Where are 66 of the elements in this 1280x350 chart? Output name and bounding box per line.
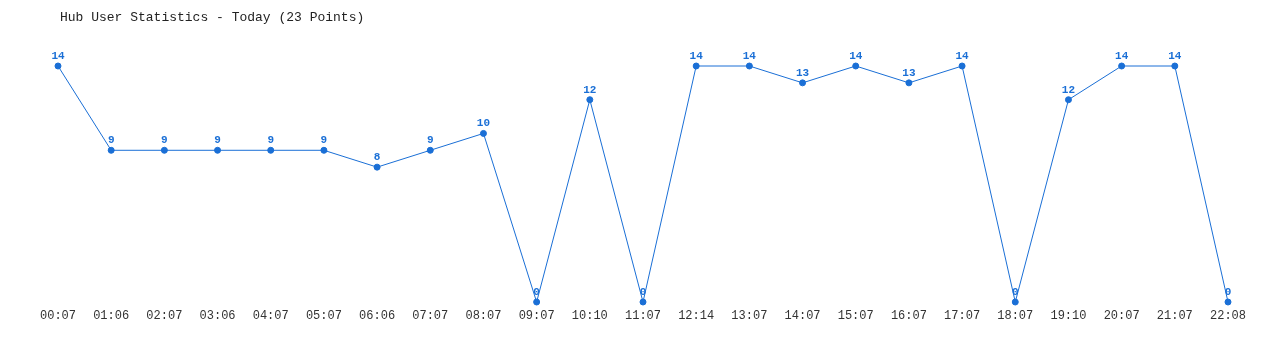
data-label: 9 bbox=[267, 134, 275, 147]
point bbox=[533, 298, 541, 306]
point bbox=[1224, 298, 1232, 306]
point bbox=[639, 298, 647, 306]
x-tick-label: 22:08 bbox=[1209, 308, 1247, 323]
point bbox=[745, 62, 753, 70]
chart-title: Hub User Statistics - Today (23 Points) bbox=[60, 10, 365, 25]
point bbox=[692, 62, 700, 70]
data-label: 12 bbox=[583, 83, 597, 96]
point bbox=[1011, 298, 1019, 306]
point bbox=[426, 146, 434, 154]
x-tick-label: 10:10 bbox=[571, 308, 608, 323]
x-tick-label: 14:07 bbox=[784, 308, 821, 323]
point bbox=[1171, 62, 1179, 70]
x-tick-label: 06:06 bbox=[359, 308, 396, 323]
point bbox=[586, 96, 594, 104]
point bbox=[1064, 96, 1072, 104]
x-tick-label: 05:07 bbox=[305, 308, 342, 323]
point bbox=[267, 146, 275, 154]
data-label: 14 bbox=[689, 50, 704, 62]
point bbox=[958, 62, 966, 70]
point bbox=[107, 146, 115, 154]
point bbox=[320, 146, 328, 154]
point bbox=[54, 62, 62, 70]
data-label: 14 bbox=[955, 50, 970, 62]
point bbox=[905, 79, 913, 87]
data-label: 13 bbox=[795, 66, 810, 79]
x-tick-label: 18:07 bbox=[997, 308, 1034, 323]
point bbox=[373, 163, 381, 171]
data-label: 9 bbox=[107, 134, 115, 147]
data-label: 9 bbox=[426, 134, 434, 147]
data-label: 9 bbox=[214, 134, 221, 147]
point bbox=[852, 62, 860, 70]
data-label: 14 bbox=[849, 50, 863, 62]
data-label: 13 bbox=[902, 66, 916, 79]
x-tick-label: 13:07 bbox=[731, 308, 768, 323]
data-label: 9 bbox=[320, 134, 328, 147]
data-label: 14 bbox=[51, 50, 65, 62]
x-tick-label: 17:07 bbox=[944, 308, 981, 323]
point bbox=[214, 146, 222, 154]
data-label: 8 bbox=[373, 151, 381, 164]
x-tick-label: 16:07 bbox=[890, 308, 927, 323]
x-tick-label: 21:07 bbox=[1156, 308, 1193, 323]
point bbox=[479, 129, 487, 137]
x-tick-label: 09:07 bbox=[518, 308, 555, 323]
x-tick-label: 08:07 bbox=[465, 308, 502, 323]
x-tick-label: 04:07 bbox=[252, 308, 289, 323]
point bbox=[799, 79, 807, 87]
data-label: 14 bbox=[1115, 50, 1129, 62]
x-tick-label: 02:07 bbox=[146, 308, 183, 323]
x-tick-label: 20:07 bbox=[1103, 308, 1140, 323]
data-label: 10 bbox=[476, 117, 491, 130]
data-label: 14 bbox=[1168, 50, 1182, 62]
data-label: 9 bbox=[161, 134, 168, 147]
x-tick-label: 00:07 bbox=[39, 308, 77, 323]
point bbox=[160, 146, 168, 154]
x-tick-label: 07:07 bbox=[412, 308, 449, 323]
data-label: 12 bbox=[1061, 83, 1076, 96]
x-tick-label: 03:06 bbox=[199, 308, 236, 323]
x-tick-label: 12:14 bbox=[678, 308, 715, 323]
x-tick-label: 15:07 bbox=[837, 308, 874, 323]
x-tick-label: 01:06 bbox=[93, 308, 130, 323]
x-tick-label: 11:07 bbox=[624, 308, 662, 323]
x-tick-label: 19:10 bbox=[1050, 308, 1087, 323]
data-label: 14 bbox=[742, 50, 757, 62]
point bbox=[1118, 62, 1126, 70]
